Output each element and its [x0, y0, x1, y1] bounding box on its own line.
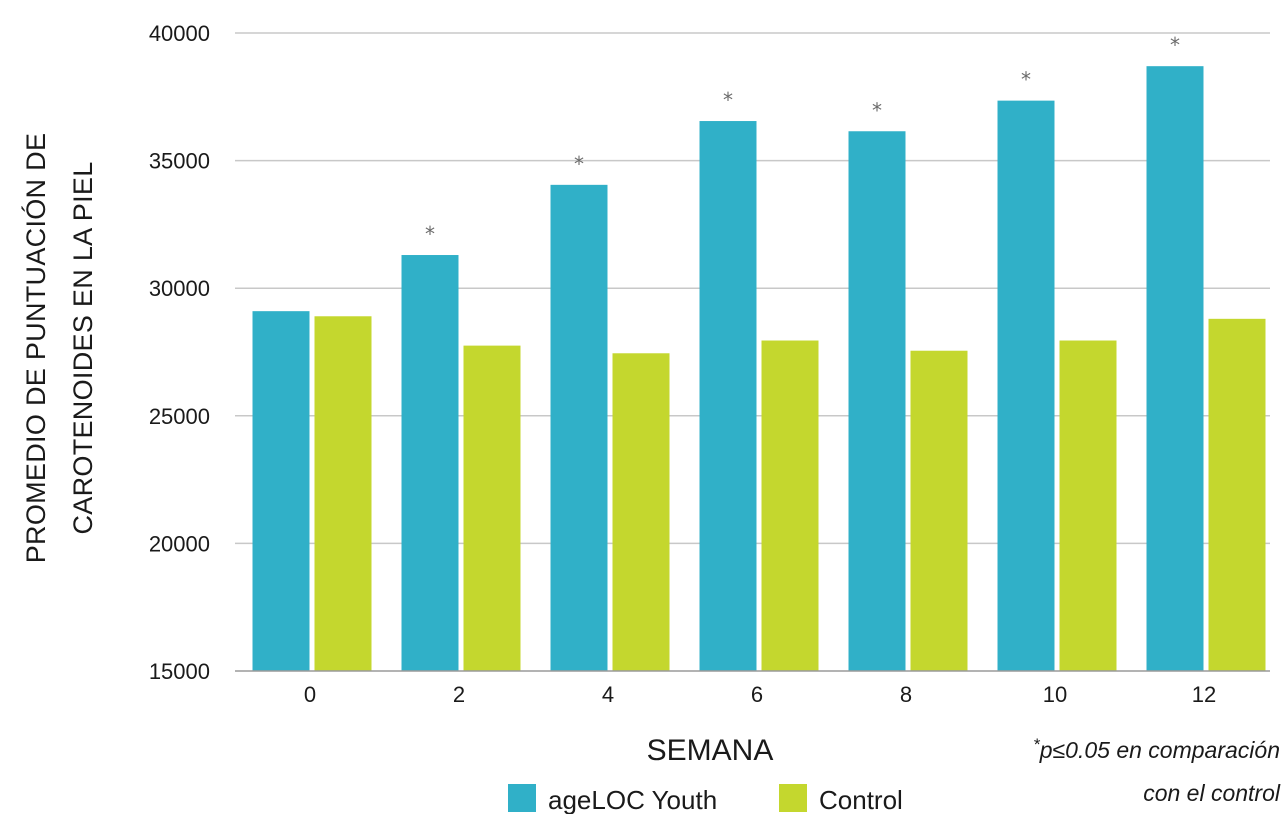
legend-swatch-ageloc-youth [508, 784, 536, 812]
significance-markers: * * * * * * [425, 33, 1180, 246]
bar-control-week-12 [1208, 318, 1266, 671]
x-tick-label: 4 [602, 682, 614, 707]
y-axis-title-line-2: CAROTENOIDES EN LA PIEL [68, 161, 98, 534]
legend: ageLOC Youth Control [508, 784, 903, 814]
significance-note: *p≤0.05 en comparación con el control [1033, 735, 1281, 806]
bar-ageloc-youth-week-2 [401, 255, 459, 672]
note-marker: * [1033, 735, 1041, 754]
bar-control-week-4 [612, 353, 670, 671]
significance-star: * [872, 98, 882, 122]
y-tick-label: 35000 [149, 149, 210, 174]
y-tick-label: 40000 [149, 21, 210, 46]
y-tick-label: 15000 [149, 659, 210, 684]
bar-control-week-2 [463, 345, 521, 671]
y-axis-title: PROMEDIO DE PUNTUACIÓN DE CAROTENOIDES E… [20, 133, 98, 564]
x-tick-label: 10 [1043, 682, 1067, 707]
note-line-1: p≤0.05 en comparación [1039, 737, 1280, 763]
bar-ageloc-youth-week-6 [699, 121, 757, 671]
bar-control-week-6 [761, 340, 819, 671]
bar-ageloc-youth-week-0 [252, 311, 310, 671]
bar-control-week-10 [1059, 340, 1117, 671]
y-tick-label: 20000 [149, 531, 210, 556]
legend-swatch-control [779, 784, 807, 812]
y-tick-labels: 15000 20000 25000 30000 35000 40000 [149, 21, 210, 684]
bar-ageloc-youth-week-10 [997, 100, 1055, 672]
bar-control-week-8 [910, 350, 968, 671]
bar-control-week-0 [314, 316, 372, 671]
x-tick-label: 8 [900, 682, 912, 707]
bar-ageloc-youth-week-8 [848, 131, 906, 671]
x-axis-title: SEMANA [647, 734, 774, 767]
legend-label-ageloc-youth: ageLOC Youth [548, 785, 717, 814]
y-tick-label: 30000 [149, 276, 210, 301]
x-tick-labels: 0 2 4 6 8 10 12 [304, 682, 1216, 707]
note-line-2: con el control [1143, 780, 1281, 806]
bar-ageloc-youth-week-12 [1146, 66, 1204, 671]
significance-star: * [574, 152, 584, 176]
bars [252, 66, 1266, 672]
significance-star: * [425, 222, 435, 246]
x-tick-label: 6 [751, 682, 763, 707]
x-tick-label: 0 [304, 682, 316, 707]
x-tick-label: 2 [453, 682, 465, 707]
y-axis-title-line-1: PROMEDIO DE PUNTUACIÓN DE [20, 133, 51, 564]
bar-ageloc-youth-week-4 [550, 184, 608, 671]
svg-text:*p≤0.05 en comparación: *p≤0.05 en comparación [1033, 735, 1280, 763]
significance-star: * [723, 88, 733, 112]
significance-star: * [1021, 68, 1031, 92]
significance-star: * [1170, 33, 1180, 57]
x-tick-label: 12 [1192, 682, 1216, 707]
y-tick-label: 25000 [149, 404, 210, 429]
legend-label-control: Control [819, 785, 903, 814]
